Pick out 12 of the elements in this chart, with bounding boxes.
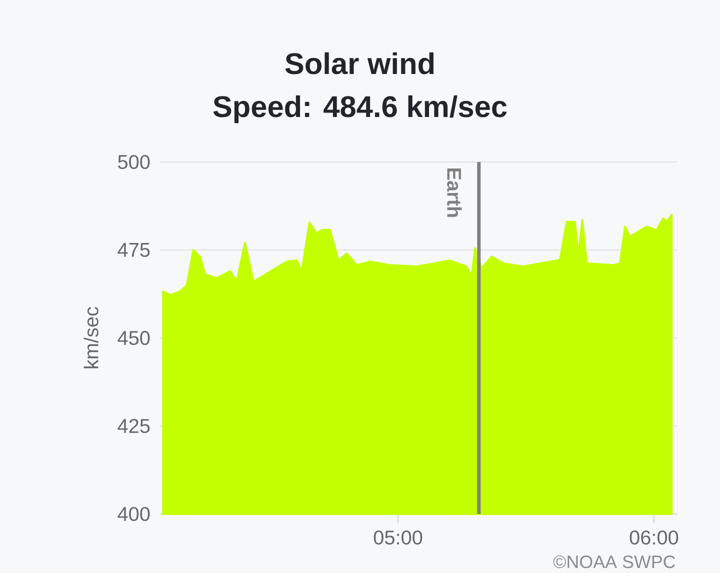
chart-title: Solar wind (285, 52, 434, 74)
text: ©NOAA SWPC (553, 555, 676, 568)
y-axis-title: km/sec (84, 306, 98, 368)
y-tick-label: 475 (118, 243, 150, 257)
y-tick-label: 500 (118, 154, 150, 170)
x-tick-label: 05:00 (374, 530, 422, 545)
chart-subtitle: Speed: 484.6 km/sec (213, 95, 507, 124)
y-tick-label: 450 (118, 330, 150, 346)
y-tick-label: 425 (118, 418, 150, 434)
x-tick-label: 06:00 (630, 530, 678, 545)
y-tick-label: 400 (118, 506, 150, 522)
ref-line-label: Earth (447, 168, 462, 217)
